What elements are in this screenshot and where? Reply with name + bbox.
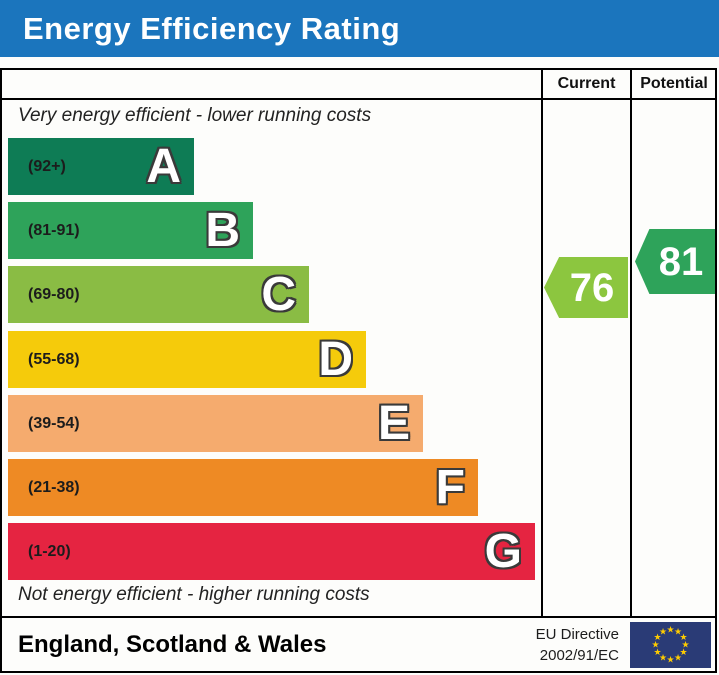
potential-value: 81 bbox=[658, 239, 704, 284]
band-e-letter: E bbox=[377, 396, 410, 450]
current-value: 76 bbox=[569, 265, 615, 310]
eu-directive-line2: 2002/91/EC bbox=[539, 647, 619, 664]
band-g-letter: G bbox=[484, 524, 522, 578]
bottom-note: Not energy efficient - higher running co… bbox=[18, 584, 370, 605]
title-bar: Energy Efficiency Rating bbox=[0, 0, 719, 57]
potential-arrow: 81 bbox=[635, 229, 715, 294]
band-a: (92+) A bbox=[8, 138, 194, 195]
band-a-range-label: (92+) bbox=[28, 157, 66, 175]
band-f-range-label: (21-38) bbox=[28, 478, 80, 496]
band-d-letter: D bbox=[318, 332, 353, 386]
current-column-header: Current bbox=[557, 75, 616, 92]
band-d: (55-68) D bbox=[8, 331, 366, 388]
band-b: (81-91) B bbox=[8, 202, 253, 259]
eu-directive-line1: EU Directive bbox=[535, 626, 619, 643]
band-e: (39-54) E bbox=[8, 395, 423, 452]
footer-bar: England, Scotland & Wales EU Directive 2… bbox=[0, 616, 717, 673]
band-c-range-label: (69-80) bbox=[28, 285, 80, 303]
band-f-letter: F bbox=[435, 460, 465, 514]
current-arrow: 76 bbox=[544, 257, 628, 318]
eu-directive-label: EU Directive 2002/91/EC bbox=[536, 624, 619, 666]
header-row-divider bbox=[0, 98, 717, 100]
band-g-range-label: (1-20) bbox=[28, 542, 71, 560]
band-c: (69-80) C bbox=[8, 266, 309, 323]
band-a-letter: A bbox=[146, 139, 181, 193]
band-f: (21-38) F bbox=[8, 459, 478, 516]
top-note: Very energy efficient - lower running co… bbox=[18, 105, 372, 126]
band-d-range-label: (55-68) bbox=[28, 350, 80, 368]
band-g: (1-20) G bbox=[8, 523, 535, 580]
region-label: England, Scotland & Wales bbox=[18, 630, 327, 658]
band-c-letter: C bbox=[261, 267, 296, 321]
potential-column-divider bbox=[630, 68, 632, 618]
band-b-letter: B bbox=[205, 203, 240, 257]
band-e-range-label: (39-54) bbox=[28, 414, 80, 432]
potential-column-header: Potential bbox=[640, 75, 708, 92]
eu-flag-icon: ★ ★ ★ ★ ★ ★ ★ ★ ★ ★ ★ ★ bbox=[630, 622, 711, 668]
current-column-divider bbox=[541, 68, 543, 618]
page-title: Energy Efficiency Rating bbox=[23, 10, 401, 46]
band-b-range-label: (81-91) bbox=[28, 221, 80, 239]
